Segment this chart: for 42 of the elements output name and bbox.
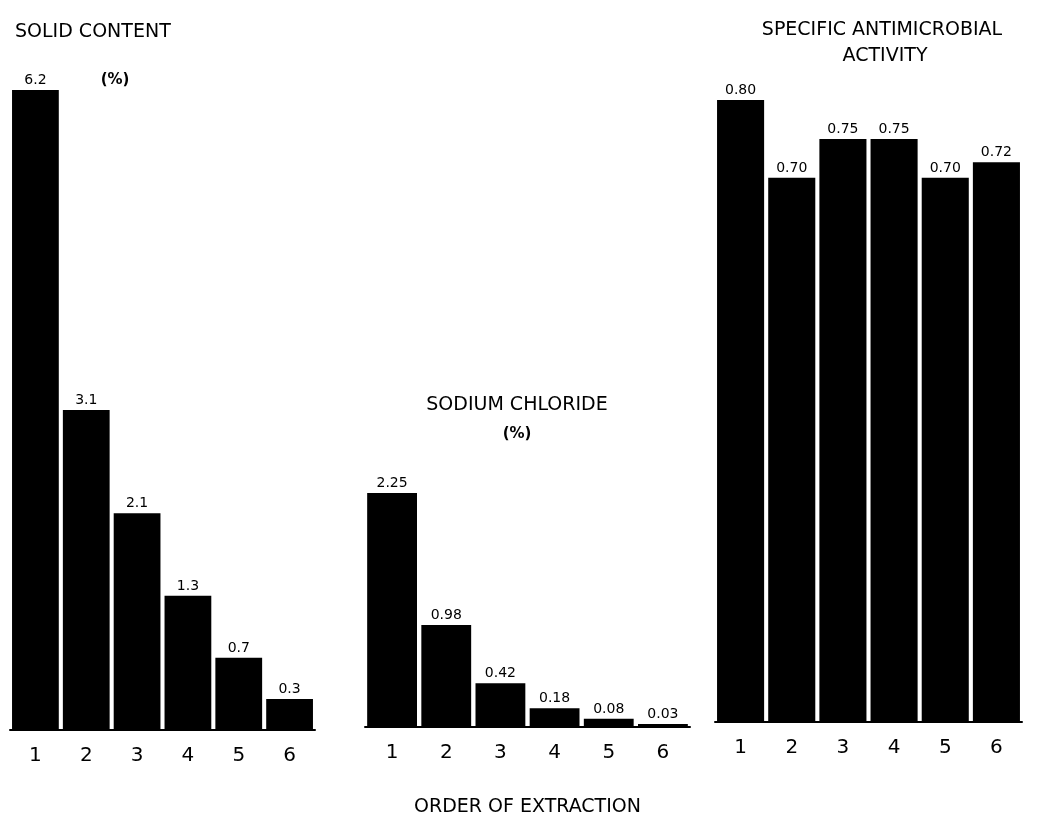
data-label: 0.3 [278,680,301,697]
chart-subtitle: (%) [502,423,532,442]
data-label: 0.72 [980,143,1012,160]
x-tick-label: 3 [836,734,850,758]
data-label: 0.03 [647,704,679,721]
chart-subtitle: (%) [100,69,130,88]
data-label: 0.7 [227,638,250,655]
x-tick-label: 4 [887,734,901,758]
data-label: 0.98 [430,606,462,623]
x-tick-label: 6 [656,739,670,763]
x-tick-label: 4 [181,742,195,766]
x-axis-title: ORDER OF EXTRACTION [414,793,641,816]
x-tick-label: 6 [990,734,1003,758]
data-label: 0.08 [593,699,625,716]
data-label: 1.3 [176,576,200,593]
chart-title: SPECIFIC ANTIMICROBIAL ACTIVITY [761,17,1009,65]
x-tick-label: 2 [785,734,799,758]
data-label: 0.42 [484,664,516,681]
x-tick-label: 5 [602,739,616,763]
x-tick-label: 5 [938,734,952,758]
x-tick-label: 2 [439,739,453,763]
data-label: 0.70 [929,158,961,175]
data-label: 6.2 [24,71,47,87]
chart-title: SODIUM CHLORIDE [426,392,608,414]
x-tick-label: 1 [385,739,399,763]
data-label: 0.75 [827,119,859,136]
chart-title: SOLID CONTENT [15,19,172,41]
data-label: 2.1 [125,494,149,511]
x-tick-label: 4 [548,739,561,763]
data-label: 0.80 [725,81,757,97]
data-label: 0.70 [776,158,808,175]
x-tick-label: 1 [29,742,42,766]
x-tick-label: 3 [130,742,144,766]
data-label: 0.75 [878,119,910,136]
x-tick-label: 2 [79,742,93,766]
x-tick-label: 6 [283,742,296,766]
x-tick-label: 1 [734,734,747,758]
data-label: 3.1 [75,391,98,407]
data-label: 0.18 [539,689,571,706]
x-tick-label: 3 [494,739,507,763]
data-label: 2.25 [376,474,408,490]
x-tick-label: 5 [232,742,246,766]
